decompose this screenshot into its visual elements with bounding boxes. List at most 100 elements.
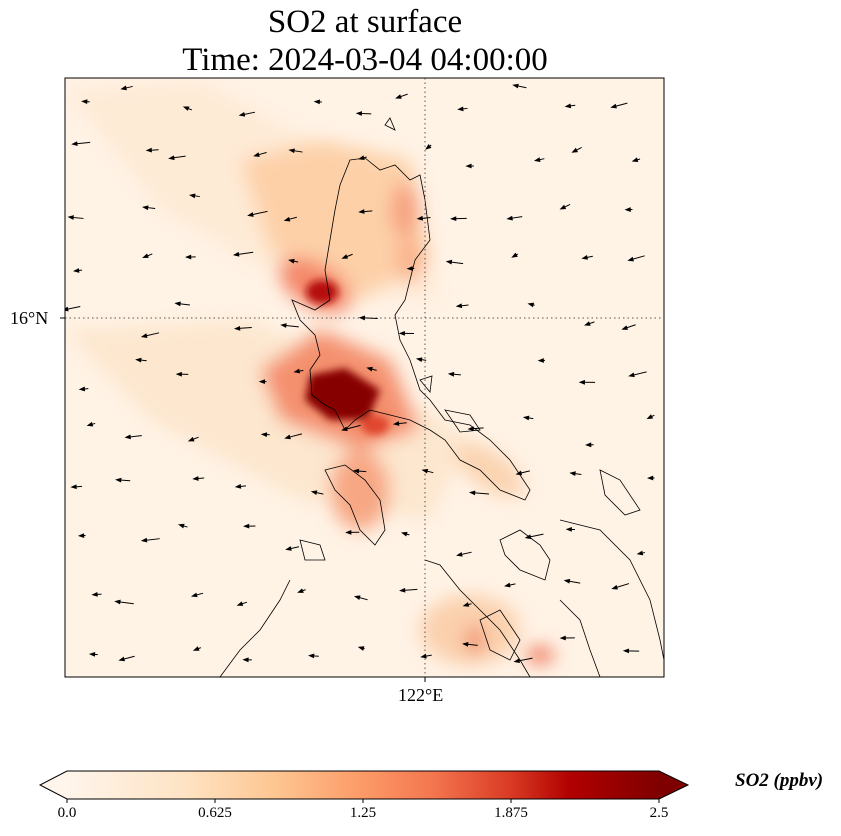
wind-arrow-head (559, 204, 567, 210)
wind-arrow-head (115, 477, 122, 483)
wind-arrow-head (421, 468, 429, 474)
wind-arrow-head (285, 546, 292, 551)
wind-arrow-head (398, 331, 405, 336)
wind-arrow-head (622, 648, 630, 654)
wind-arrow-head (447, 371, 455, 377)
wind-arrow-head (70, 484, 77, 490)
title-line-1: SO2 at surface (267, 4, 463, 40)
colorbar-tick: 1.875 (494, 805, 528, 821)
wind-arrow-head (189, 193, 196, 199)
wind-arrow-head (182, 106, 190, 111)
wind-arrow-head (142, 205, 149, 211)
wind-arrow-head (280, 323, 287, 328)
wind-arrow-head (527, 302, 535, 308)
colorbar (38, 770, 690, 803)
wind-arrow-head (610, 103, 617, 109)
wind-arrow-head (247, 212, 254, 217)
wind-arrow-head (583, 321, 591, 326)
wind-arrow-head (77, 533, 85, 538)
wind-arrow-head (450, 216, 457, 222)
wind-arrow-head (581, 254, 588, 260)
wind-arrow-head (392, 421, 400, 426)
wind-arrow-head (400, 531, 408, 537)
wind-arrow-head (313, 99, 321, 105)
wind-arrow-head (395, 94, 402, 99)
wind-arrow-head (506, 215, 513, 221)
wind-arrow-head (341, 426, 348, 432)
wind-arrow-head (445, 259, 453, 265)
colorbar-extend-min (40, 771, 67, 799)
wind-arrow-head (232, 251, 240, 257)
wind-arrow-head (457, 106, 464, 112)
wind-arrow-head (236, 601, 244, 606)
wind-arrow-head (71, 141, 78, 147)
wind-arrow-head (456, 551, 463, 557)
wind-arrow-head (416, 215, 423, 221)
wind-arrow-head (174, 301, 181, 307)
wind-arrow-head (258, 379, 265, 385)
wind-arrow-head (288, 148, 295, 154)
wind-arrow-head (621, 325, 628, 330)
wind-arrow-head (297, 588, 304, 593)
wind-arrow-head (145, 147, 152, 153)
wind-arrow-head (114, 599, 121, 605)
map-frame (64, 77, 665, 678)
wind-arrow-head (140, 333, 148, 338)
wind-arrow-head (341, 254, 349, 259)
wind-arrow-head (142, 253, 149, 258)
wind-arrow-head (253, 152, 260, 157)
wind-arrow-head (462, 602, 470, 607)
map-area (65, 78, 664, 677)
wind-arrow-head (515, 470, 523, 476)
wind-arrow-head (284, 434, 291, 440)
colorbar-tick: 0.0 (57, 805, 77, 821)
colorbar-label: SO2 (ppbv) (735, 770, 824, 791)
colorbar-gradient (67, 771, 659, 799)
wind-arrow-head (646, 475, 654, 481)
colorbar-tick: 1.25 (349, 805, 377, 821)
wind-arrow-head (233, 325, 241, 331)
wind-arrow-head (293, 368, 301, 374)
wind-arrow-head (243, 523, 250, 529)
colorbar-tick: 0.625 (198, 805, 232, 821)
wind-arrow-head (120, 85, 127, 91)
wind-arrow-head (564, 103, 572, 109)
coastlines (219, 117, 664, 677)
gridlines (65, 78, 664, 677)
wind-arrow-head (524, 534, 532, 540)
wind-arrow-head (646, 414, 654, 420)
title-line-2: Time: 2024-03-04 04:00:00 (182, 42, 548, 78)
wind-arrow-head (628, 372, 635, 378)
wind-arrow-head (124, 434, 131, 440)
wind-arrow-head (462, 641, 469, 647)
wind-arrow-head (358, 209, 365, 214)
wind-arrow-head (168, 155, 175, 161)
wind-arrow-head (533, 157, 541, 162)
wind-arrow-head (358, 155, 365, 161)
lat-tick-label: 16°N (10, 308, 49, 328)
wind-arrow-head (192, 476, 199, 481)
wind-arrow-head (406, 266, 413, 271)
wind-arrow-head (425, 144, 432, 150)
wind-arrow-head (455, 303, 463, 309)
wind-arrow-head (283, 216, 291, 222)
wind-arrow-head (468, 490, 476, 496)
wind-arrow-head (624, 207, 631, 212)
wind-arrow-head (192, 646, 200, 651)
lon-tick-label: 122°E (398, 685, 444, 705)
wind-arrow-head (399, 587, 406, 593)
wind-arrow-head (511, 252, 518, 258)
wind-arrow-head (345, 529, 352, 535)
wind-arrow-head (135, 357, 142, 363)
wind-arrow-head (627, 256, 634, 262)
wind-arrow-head (65, 306, 69, 312)
wind-arrow-head (234, 483, 242, 489)
wind-arrow-head (631, 157, 639, 162)
wind-arrow-head (187, 436, 195, 442)
wind-arrow-head (88, 652, 96, 657)
wind-arrow-head (185, 254, 192, 260)
wind-arrow-head (91, 592, 98, 597)
wind-arrow-head (636, 550, 644, 556)
wind-arrow-head (238, 111, 246, 117)
